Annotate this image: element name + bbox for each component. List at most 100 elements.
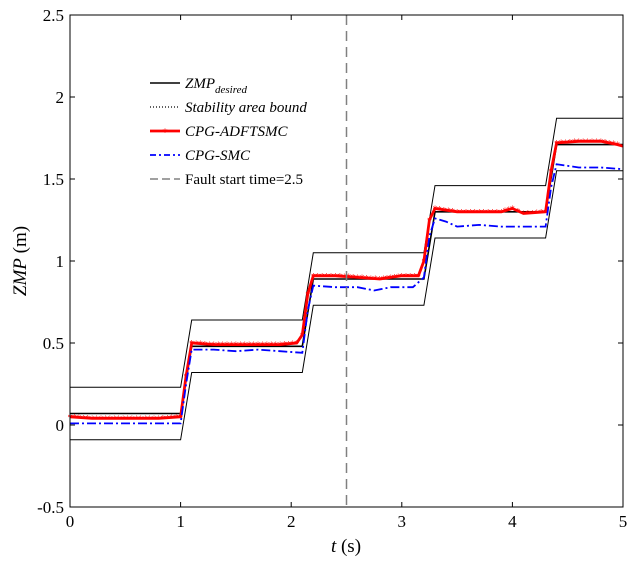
series-marker: *	[174, 413, 179, 424]
legend-label: CPG-ADFTSMC	[185, 124, 288, 140]
series-marker: *	[427, 216, 432, 227]
series-marker: *	[329, 272, 334, 283]
x-axis-label-var: t	[331, 536, 337, 557]
y-axis-label-var: ZMP	[10, 258, 31, 296]
series-marker: *	[396, 272, 401, 283]
series-marker: *	[559, 139, 564, 150]
series-marker: *	[233, 341, 238, 352]
series-marker: *	[388, 273, 393, 284]
series-marker: *	[572, 138, 577, 149]
series-marker: *	[294, 339, 299, 350]
legend: ZMPdesired Stability area bound * CPG-ADFTS…	[150, 76, 307, 188]
legend-item: ZMPdesired	[150, 76, 247, 96]
x-tick-label: 5	[619, 512, 628, 531]
series-marker: *	[421, 257, 426, 268]
series-line-stability-area-lower-bound	[70, 170, 623, 441]
series-marker: *	[189, 339, 194, 350]
series-marker: *	[229, 341, 234, 352]
series-marker: *	[264, 341, 269, 352]
legend-label-main: ZMP	[185, 76, 215, 92]
series-marker: *	[432, 205, 437, 216]
series-marker: *	[494, 208, 499, 219]
series-marker: *	[165, 414, 170, 425]
series-marker: *	[251, 341, 256, 352]
x-tick-label: 3	[398, 512, 407, 531]
series-marker: *	[320, 272, 325, 283]
series-marker: *	[315, 272, 320, 283]
series-marker: *	[286, 340, 291, 351]
series-marker: *	[373, 275, 378, 286]
series-marker: *	[446, 206, 451, 217]
series-marker: *	[377, 275, 382, 286]
series-marker: *	[184, 372, 189, 383]
series-marker: *	[125, 414, 130, 425]
series-marker: *	[342, 272, 347, 283]
series-line-cpg-smc	[70, 163, 624, 425]
y-axis-label: ZMP (m)	[10, 226, 31, 296]
series-marker: *	[463, 208, 468, 219]
series-marker: *	[152, 414, 157, 425]
series-marker: *	[521, 209, 526, 220]
series-marker: *	[225, 341, 230, 352]
series-marker: *	[416, 272, 421, 283]
legend-label: CPG-SMC	[185, 148, 251, 164]
series-marker: *	[273, 341, 278, 352]
x-tick-label: 0	[66, 512, 75, 531]
series-marker: *	[194, 339, 199, 350]
series-marker: *	[525, 209, 530, 220]
series-marker: *	[490, 208, 495, 219]
series-marker: *	[311, 272, 316, 283]
series-marker: *	[81, 414, 86, 425]
legend-item: CPG-SMC	[150, 148, 251, 164]
series-marker: *	[355, 273, 360, 284]
legend-label-main: CPG-SMC	[185, 148, 251, 164]
series-marker: *	[403, 272, 408, 283]
series-marker: *	[611, 140, 616, 151]
axis-ticks: 0 1 2 3 4 5-0.500.511.522.5	[37, 6, 627, 531]
series-marker: *	[202, 340, 207, 351]
series-marker: *	[530, 209, 535, 220]
series-marker: *	[147, 414, 152, 425]
series-marker: *	[450, 207, 455, 218]
series-marker: *	[143, 414, 148, 425]
series-marker: *	[346, 273, 351, 284]
series-marker: *	[129, 414, 134, 425]
series-marker: *	[503, 207, 508, 218]
plot-lines: * * * * * * * * * * * * * * * * * * * * * * * * * *** * * * * * * * * * * * *…	[68, 15, 624, 507]
series-marker: *	[486, 208, 491, 219]
series-marker: *	[72, 413, 77, 424]
series-marker: *	[468, 208, 473, 219]
series-marker: *	[603, 138, 608, 149]
series-marker: *	[598, 137, 603, 148]
series-marker: *	[459, 208, 464, 219]
legend-label: Stability area bound	[185, 100, 307, 116]
series-marker: *	[107, 414, 112, 425]
legend-label-subscript: desired	[215, 84, 247, 96]
series-marker: *	[539, 208, 544, 219]
series-marker: *	[364, 274, 369, 285]
series-marker: *	[385, 274, 390, 285]
series-marker: *	[590, 137, 595, 148]
series-marker: *	[543, 208, 548, 219]
series-marker: *	[256, 341, 261, 352]
series-marker: *	[554, 139, 559, 150]
series-marker: *	[121, 414, 126, 425]
series-marker: *	[563, 138, 568, 149]
series-marker: *	[134, 414, 139, 425]
series-marker: *	[324, 272, 329, 283]
series-marker: *	[211, 341, 216, 352]
series-line-cpg-adftsmc	[69, 139, 624, 420]
series-marker: *	[437, 205, 442, 216]
series-marker: *	[441, 206, 446, 217]
y-tick-label: -0.5	[37, 498, 64, 517]
series-marker: *	[156, 414, 161, 425]
series-marker: *	[112, 414, 117, 425]
series-marker: *	[269, 341, 274, 352]
series-marker: *	[534, 208, 539, 219]
series-marker: *	[90, 414, 95, 425]
series-marker: *	[412, 272, 417, 283]
series-marker: *	[368, 274, 373, 285]
y-tick-label: 0	[56, 416, 65, 435]
series-marker: *	[300, 331, 305, 342]
